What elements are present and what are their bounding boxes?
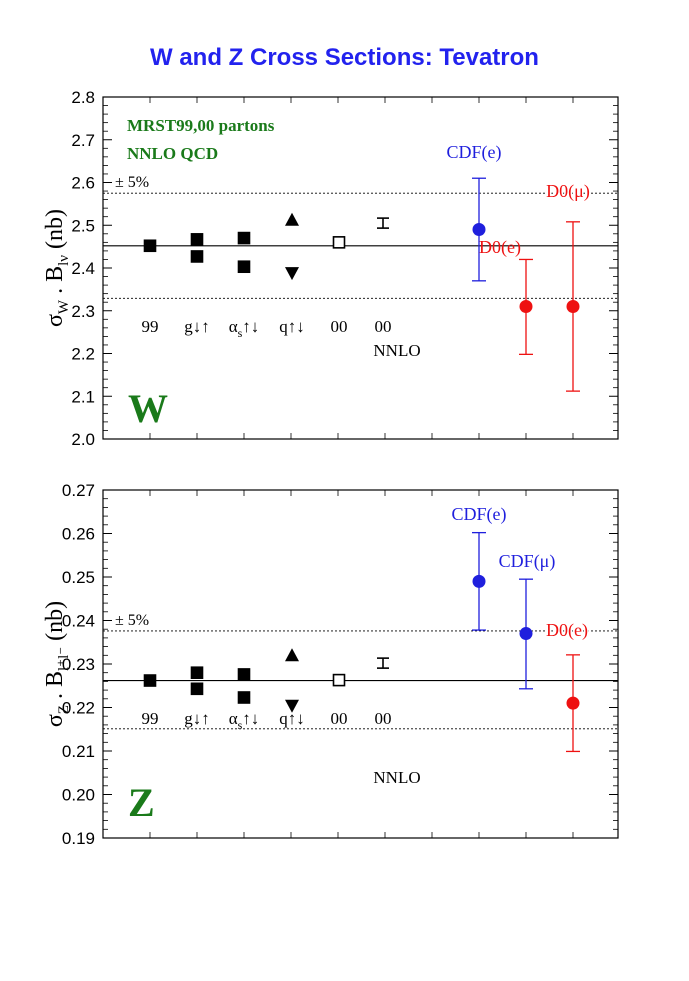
y-axis-label-part: . B — [42, 671, 68, 705]
marker-q-down — [285, 267, 299, 281]
theory-label-nnlo: NNLO — [373, 341, 420, 360]
experiment-0: CDF(e) — [447, 142, 502, 282]
theory-label-00-nnlo: 00 — [375, 317, 392, 336]
y-tick-label: 0.25 — [62, 568, 95, 587]
data-point — [566, 696, 580, 710]
y-tick-label: 2.8 — [71, 88, 95, 107]
marker-q-up — [285, 648, 299, 662]
experiment-0: CDF(e) — [452, 504, 507, 631]
theory-label-99: 99 — [142, 317, 159, 336]
experiment-label: CDF(e) — [447, 142, 502, 163]
theory-label-alphas: αs↑↓ — [229, 317, 260, 340]
theory-label-99: 99 — [142, 709, 159, 728]
marker-00 — [332, 236, 346, 249]
marker-g-0 — [190, 233, 204, 246]
theory-label-g: g↓↑ — [184, 317, 210, 336]
legend-entry: MRST99,00 partons — [127, 116, 275, 135]
marker-alphas-1 — [237, 260, 251, 274]
theory-label-00: 00 — [331, 709, 348, 728]
y-axis-label-subscript: lν — [56, 255, 72, 266]
marker-q-up — [285, 212, 299, 226]
y-tick-label: 0.24 — [62, 612, 95, 631]
y-tick-label: 2.2 — [71, 345, 95, 364]
y-axis-label-part: σ — [42, 314, 68, 327]
legend-entry: NNLO QCD — [127, 144, 218, 163]
y-axis-label-subscript: l⁺l⁻ — [56, 647, 72, 671]
y-axis-label: σZ . Bl⁺l⁻ (nb) — [42, 601, 72, 727]
marker-alphas-1 — [237, 691, 251, 704]
plot-frame — [102, 489, 619, 839]
theory-label-alphas-arrows: ↑↓ — [242, 709, 259, 728]
marker-alphas-0 — [237, 231, 251, 245]
theory-label-alphas-subscript: s — [238, 718, 243, 732]
theory-label-q: q↑↓ — [279, 317, 305, 336]
theory-label-alphas: αs↑↓ — [229, 709, 260, 732]
theory-label-alphas-subscript: s — [238, 326, 243, 340]
data-point — [472, 574, 486, 588]
theory-label-g: g↓↑ — [184, 709, 210, 728]
theory-label-q: q↑↓ — [279, 709, 305, 728]
theory-label-00-nnlo: 00 — [375, 709, 392, 728]
experiment-label: CDF(e) — [452, 504, 507, 525]
marker-99 — [143, 674, 157, 687]
y-tick-label: 0.26 — [62, 525, 95, 544]
y-tick-label: 2.1 — [71, 387, 95, 406]
y-tick-label: 2.6 — [71, 174, 95, 193]
y-tick-label: 0.22 — [62, 699, 95, 718]
y-axis-label-subscript: Z — [56, 705, 72, 714]
theory-label-alphas-arrows: ↑↓ — [242, 317, 259, 336]
marker-g-1 — [190, 682, 204, 696]
y-tick-label: 2.5 — [71, 216, 95, 235]
y-axis-label-subscript: W — [56, 299, 72, 314]
y-tick-label: 2.7 — [71, 131, 95, 150]
y-tick-label: 0.27 — [62, 481, 95, 500]
y-axis-label: σW . Blν (nb) — [42, 209, 72, 327]
y-tick-label: 0.23 — [62, 655, 95, 674]
y-tick-label: 0.19 — [62, 829, 95, 848]
chart-panel-z: ± 5%ZσZ . Bl⁺l⁻ (nb)99 g↓↑ αs↑↓ q↑↓ 00 00NNLO… — [42, 489, 619, 839]
marker-alphas-0 — [237, 668, 251, 681]
marker-99 — [143, 239, 157, 253]
marker-g-1 — [190, 250, 204, 263]
experiment-2: D0(e) — [545, 619, 589, 753]
y-axis-label-part: (nb) — [42, 209, 68, 255]
theory-label-00: 00 — [331, 317, 348, 336]
band-label: ± 5% — [115, 174, 149, 191]
y-tick-label: 0.20 — [62, 786, 95, 805]
y-tick-label: 2.4 — [71, 259, 95, 278]
experiment-2: D0(μ) — [545, 180, 591, 392]
experiment-label: CDF(μ) — [499, 551, 556, 572]
marker-q-down — [285, 699, 299, 713]
y-tick-label: 2.3 — [71, 302, 95, 321]
theory-label-nnlo: NNLO — [373, 768, 420, 787]
y-axis-label-part: (nb) — [42, 601, 68, 647]
marker-00 — [332, 673, 346, 687]
experiment-label: D0(μ) — [546, 181, 590, 202]
experiment-label: D0(e) — [546, 620, 588, 641]
data-point — [566, 299, 580, 313]
data-point — [472, 223, 486, 237]
data-point — [519, 299, 533, 313]
experiment-label: D0(e) — [479, 237, 521, 258]
y-axis-label-part: . B — [42, 266, 68, 300]
y-tick-label: 0.21 — [62, 742, 95, 761]
panel-label: Z — [128, 780, 155, 825]
experiment-1: CDF(μ) — [499, 551, 556, 690]
page-title: W and Z Cross Sections: Tevatron — [150, 44, 539, 71]
y-axis-label-part: σ — [42, 714, 68, 727]
data-point — [519, 627, 533, 641]
panel-label: W — [128, 386, 168, 431]
y-tick-label: 2.0 — [71, 430, 95, 449]
experiment-1: D0(e) — [479, 237, 533, 356]
band-label: ± 5% — [115, 612, 149, 629]
theory-label-alphas-alpha: α — [229, 317, 238, 336]
theory-label-alphas-alpha: α — [229, 709, 238, 728]
marker-g-0 — [190, 666, 204, 680]
